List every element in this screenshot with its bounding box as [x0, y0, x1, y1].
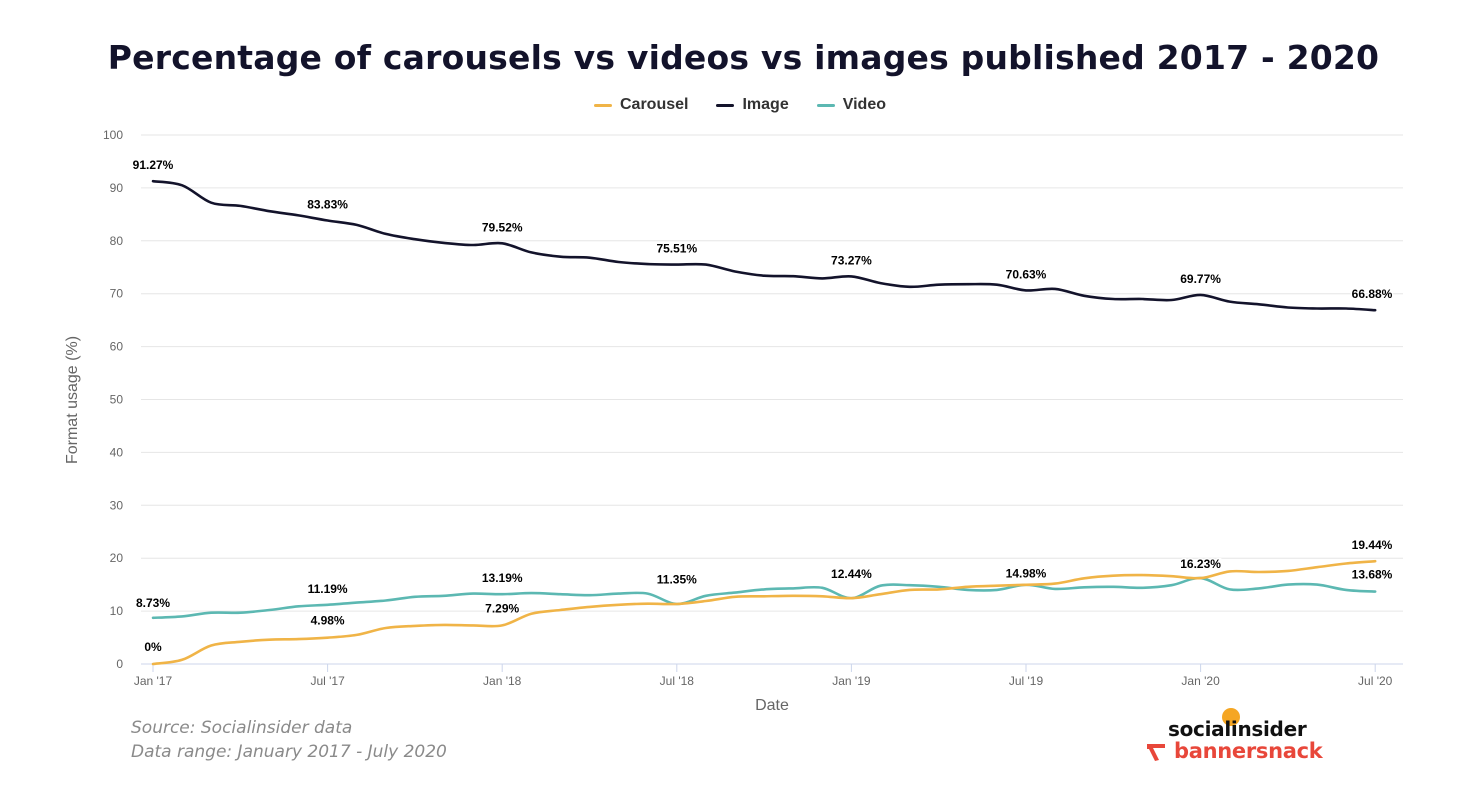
data-label: 91.27% — [133, 158, 174, 172]
y-tick-label: 20 — [110, 551, 124, 565]
data-label: 75.51% — [656, 242, 697, 256]
x-tick-label: Jul '19 — [1009, 674, 1044, 688]
chart-title: Percentage of carousels vs videos vs ima… — [107, 38, 1380, 77]
x-tick-label: Jul '18 — [660, 674, 695, 688]
data-label: 0% — [144, 640, 162, 654]
legend-label-video: Video — [842, 96, 886, 113]
legend-item-carousel[interactable]: Carousel — [594, 96, 688, 114]
legend-item-video[interactable]: Video — [816, 96, 886, 114]
socialinsider-dot-icon — [1222, 708, 1240, 726]
data-label: 69.77% — [1180, 272, 1221, 286]
data-label: 83.83% — [307, 198, 348, 212]
data-label: 16.23% — [1180, 557, 1221, 571]
y-tick-label: 10 — [110, 604, 124, 618]
data-label: 14.98% — [1006, 566, 1047, 580]
x-tick-label: Jan '19 — [832, 674, 871, 688]
data-label: 66.88% — [1352, 287, 1393, 301]
bannersnack-cursor-icon — [1147, 744, 1165, 761]
data-label: 11.19% — [308, 582, 348, 596]
data-label: 79.52% — [482, 220, 523, 234]
axes: 0 10 20 30 40 50 60 70 80 90 100 Jan '17 Jul '17 Jan … — [103, 128, 1393, 688]
data-range-note: Data range: January 2017 - July 2020 — [131, 742, 447, 762]
y-tick-label: 0 — [116, 657, 123, 671]
data-label: 4.98% — [311, 614, 345, 628]
data-label: 7.29% — [485, 601, 519, 615]
data-label: 11.35% — [657, 573, 697, 587]
data-label: 12.44% — [831, 567, 872, 581]
y-tick-label: 90 — [110, 181, 124, 195]
data-label: 8.73% — [136, 596, 170, 610]
x-tick-label: Jul '20 — [1358, 674, 1393, 688]
y-tick-label: 30 — [110, 498, 124, 512]
y-tick-label: 80 — [110, 234, 124, 248]
series-lines — [151, 179, 1377, 666]
x-axis-title: Date — [755, 697, 789, 714]
series-line-carousel[interactable] — [151, 559, 1377, 666]
y-tick-label: 100 — [103, 128, 123, 142]
legend-swatch-image — [716, 103, 735, 107]
legend-label-image: Image — [742, 96, 789, 113]
x-tick-label: Jan '18 — [483, 674, 522, 688]
data-label: 70.63% — [1006, 267, 1047, 281]
y-tick-label: 70 — [110, 287, 124, 301]
legend-swatch-video — [816, 103, 835, 107]
bannersnack-logo: bannersnack — [1174, 739, 1323, 763]
source-note: Source: Socialinsider data — [131, 718, 353, 738]
brand-logos: socialinsider bannersnack — [1140, 708, 1340, 772]
series-line-video[interactable] — [151, 576, 1377, 620]
legend-swatch-carousel — [594, 103, 612, 107]
series-line-image[interactable] — [151, 179, 1377, 312]
data-label: 13.19% — [482, 571, 523, 585]
data-label: 13.68% — [1352, 568, 1393, 582]
data-label: 73.27% — [831, 253, 872, 267]
y-tick-label: 50 — [110, 393, 124, 407]
x-tick-label: Jan '20 — [1181, 674, 1220, 688]
y-axis-title: Format usage (%) — [64, 336, 81, 464]
data-label: 19.44% — [1352, 538, 1393, 552]
y-tick-label: 60 — [110, 340, 124, 354]
legend-label-carousel: Carousel — [620, 96, 689, 113]
data-labels: 0% 4.98% 7.29% 19.44% 91.27% 83.83% 79.52% 75.5… — [131, 157, 1394, 656]
x-tick-label: Jul '17 — [310, 674, 345, 688]
x-tick-label: Jan '17 — [134, 674, 173, 688]
socialinsider-logo: socialinsider — [1168, 717, 1307, 741]
legend-item-image[interactable]: Image — [716, 96, 789, 114]
chart-legend: Carousel Image Video — [0, 96, 1460, 114]
y-tick-label: 40 — [110, 445, 124, 459]
grid-lines — [141, 134, 1403, 665]
